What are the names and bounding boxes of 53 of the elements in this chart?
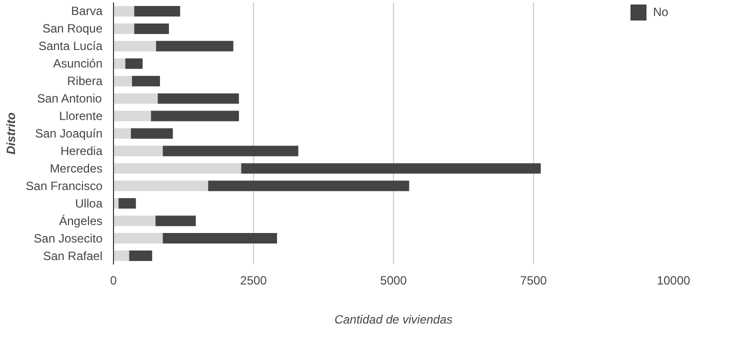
x-tick-label: 2500 — [240, 274, 268, 288]
bar — [156, 216, 196, 226]
y-tick-label: Ángeles — [59, 214, 103, 228]
bar — [114, 250, 130, 262]
y-tick-label: Llorente — [59, 109, 103, 124]
bar — [156, 40, 234, 52]
bar — [129, 250, 152, 262]
y-tick-label: San Joaquín — [35, 126, 102, 140]
y-tick-label: Asunción — [53, 56, 103, 71]
bar — [134, 6, 180, 16]
bar — [241, 163, 541, 174]
x-tick-label: 7500 — [520, 274, 548, 288]
y-axis-title: Distrito — [4, 112, 18, 154]
bar — [114, 23, 134, 34]
legend-label: No — [653, 5, 670, 19]
bar — [114, 110, 152, 122]
y-tick-label: San Francisco — [26, 178, 103, 193]
bar — [125, 58, 143, 69]
bar — [162, 233, 278, 244]
bar — [134, 23, 169, 34]
y-tick-label: San Roque — [42, 22, 103, 36]
bar — [114, 146, 163, 156]
bar — [118, 198, 136, 209]
bar — [114, 40, 156, 52]
y-tick-label: San Josecito — [34, 231, 103, 246]
y-tick-label: Heredia — [60, 144, 103, 158]
bar — [151, 110, 239, 122]
y-tick-label: San Antonio — [37, 92, 102, 106]
x-tick-label: 0 — [110, 274, 118, 288]
bar — [114, 76, 132, 86]
bar — [114, 216, 156, 226]
bar — [132, 76, 160, 86]
bar — [114, 128, 131, 139]
bar — [114, 93, 158, 104]
bar — [114, 198, 119, 209]
bar — [114, 6, 134, 16]
bar — [130, 128, 173, 139]
x-tick-label: 5000 — [380, 274, 408, 288]
y-tick-label: Ribera — [67, 74, 103, 88]
y-tick-label: Santa Lucía — [38, 39, 103, 54]
bar — [208, 180, 410, 192]
bar — [114, 233, 163, 244]
bar — [162, 146, 298, 156]
x-axis-title: Cantidad de viviendas — [334, 312, 453, 326]
bar — [114, 163, 242, 174]
y-tick-label: Ulloa — [75, 196, 103, 210]
y-tick-label: Mercedes — [50, 161, 102, 176]
y-tick-label: San Rafael — [43, 248, 102, 263]
y-tick-label: Barva — [71, 4, 103, 18]
bar — [114, 58, 126, 69]
bar — [114, 180, 208, 192]
bar — [158, 93, 239, 104]
x-tick-label: 10000 — [656, 274, 691, 288]
